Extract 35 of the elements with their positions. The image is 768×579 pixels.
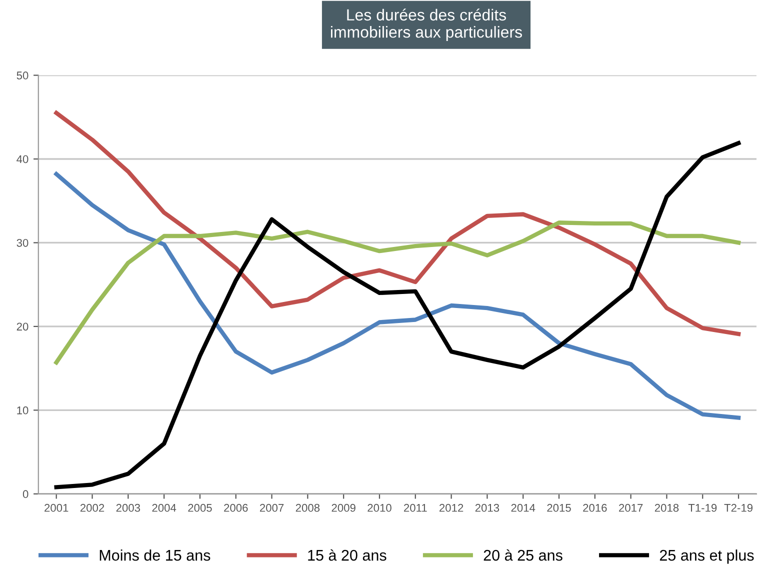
- x-tick-label: 2013: [475, 504, 500, 512]
- legend-label: 15 à 20 ans: [308, 549, 386, 561]
- x-tick-label: 2001: [44, 504, 68, 512]
- line-series: [54, 141, 741, 490]
- legend-label: 25 ans et plus: [660, 550, 754, 564]
- legend-label: 20 à 25 ans: [484, 549, 562, 561]
- x-tick-label: T2-19: [724, 504, 753, 512]
- line-series: [54, 110, 741, 336]
- y-tick-label: 30: [16, 238, 28, 247]
- x-tick-label: 2009: [332, 504, 356, 512]
- x-tick-label: 2004: [152, 504, 176, 512]
- x-tick-label: 2010: [368, 504, 392, 512]
- x-tick-label: 2017: [619, 504, 643, 512]
- x-tick-label: 2006: [224, 504, 248, 512]
- legend-label: Moins de 15 ans: [100, 550, 210, 561]
- y-tick-label: 20: [16, 322, 28, 331]
- x-tick-label: 2011: [404, 504, 427, 512]
- y-tick-label: 40: [16, 155, 28, 164]
- x-tick-label: 2005: [188, 504, 212, 512]
- y-tick-label: 0: [22, 490, 28, 498]
- line-series: [54, 172, 741, 420]
- x-tick-label: 2003: [116, 504, 140, 512]
- x-tick-label: T1-19: [688, 504, 717, 512]
- x-tick-label: 2007: [260, 504, 284, 512]
- x-tick-label: 2016: [583, 504, 607, 512]
- y-tick-label: 50: [16, 72, 28, 80]
- line-series: [54, 220, 741, 365]
- x-tick-label: 2014: [511, 504, 536, 512]
- x-tick-label: 2002: [80, 504, 104, 512]
- y-tick-label: 10: [17, 406, 28, 414]
- x-tick-label: 2008: [296, 504, 320, 512]
- x-tick-label: 2015: [547, 504, 571, 512]
- chart-title: Les durées des crédits immobiliers aux particuliers: [331, 8, 522, 41]
- x-tick-label: 2012: [439, 504, 464, 512]
- x-tick-label: 2018: [654, 504, 679, 512]
